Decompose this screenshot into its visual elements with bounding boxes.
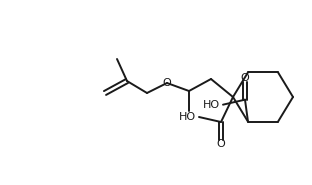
Text: O: O [217, 139, 225, 149]
Text: HO: HO [179, 112, 196, 122]
Text: HO: HO [203, 100, 220, 110]
Text: O: O [241, 73, 249, 83]
Text: O: O [163, 78, 171, 88]
